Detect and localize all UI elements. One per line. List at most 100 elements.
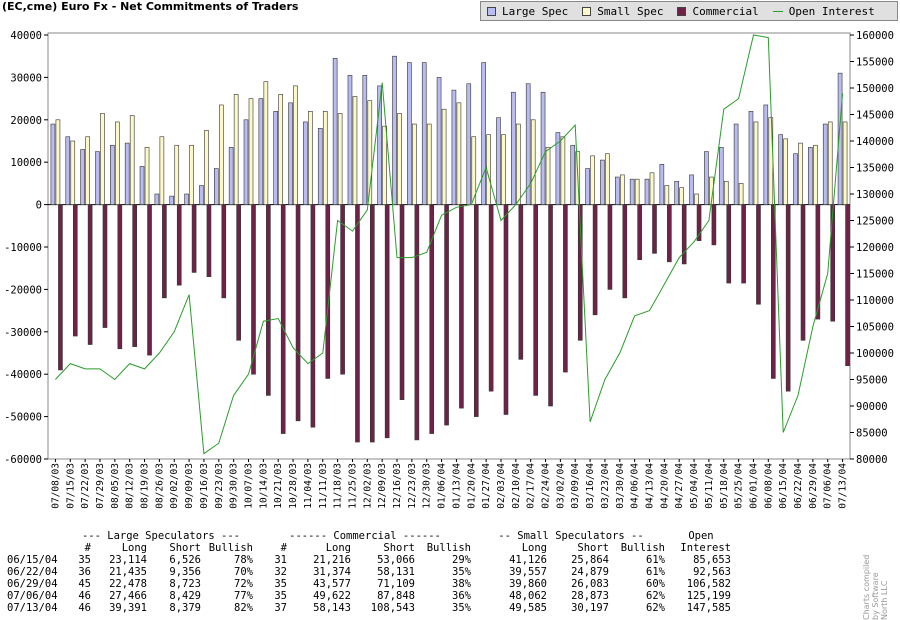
bar-commercial [206,204,212,277]
x-tick-label: 09/16/03 [199,463,210,509]
bar-commercial [310,204,316,428]
y-axis-left: 40000 30000 20000 10000 0 -10000 -20000 -30000 -… [4,30,48,466]
bar-large-spec [540,91,546,205]
summary-cell-ss: 30,197 [571,602,609,614]
legend-oi-label: Open Interest [788,4,875,18]
bar-large-spec [644,178,650,205]
x-tick-label: 07/15/03 [65,463,76,509]
bar-large-spec [629,178,635,205]
summary-cell-cl: 21,216 [313,554,351,566]
bar-large-spec [80,149,85,205]
bar-commercial [429,204,435,434]
bar-small-spec [367,100,373,205]
x-tick-label: 05/25/04 [734,463,745,509]
col-small-bull: Bullish [620,542,665,554]
bar-large-spec [511,91,516,205]
summary-cell-cb: 35% [452,566,471,578]
y2-tick-label: 125000 [856,216,894,228]
bar-small-spec [352,96,358,205]
x-tick-label: 08/05/03 [110,463,121,509]
bar-large-spec [228,147,234,205]
bar-large-spec [466,83,472,205]
x-tick-label: 03/09/04 [570,463,581,509]
bar-large-spec [496,117,501,205]
y2-tick-label: 130000 [856,189,894,201]
summary-cell-ln: 45 [78,578,91,590]
x-tick-label: 03/23/04 [600,463,611,509]
x-tick-label: 10/07/03 [244,463,255,509]
bar-small-spec [293,85,298,205]
bar-large-spec [258,98,264,205]
summary-cell-ln: 46 [78,602,91,614]
bar-large-spec [793,153,798,205]
y2-tick-label: 155000 [856,57,894,69]
bar-large-spec [65,136,71,205]
legend-swatch-small-icon [582,6,592,16]
bar-large-spec [436,77,442,205]
summary-row: 07/06/04 46 27,466 8,429 77% 35 49,622 87,848 36… [4,590,734,602]
summary-cell-ls: 8,723 [169,578,201,590]
bar-commercial [592,204,598,316]
bar-small-spec [412,123,417,205]
summary-cell-cs: 58,131 [377,566,415,578]
summary-cell-cl: 31,374 [313,566,351,578]
y2-tick-label: 85000 [856,428,888,440]
summary-cell-ls: 6,526 [169,554,201,566]
bar-small-spec [649,172,655,205]
bar-large-spec [674,180,680,205]
legend-large-spec: Large Spec [487,5,568,18]
x-tick-label: 04/20/04 [659,463,670,509]
x-tick-label: 05/11/04 [704,463,715,509]
bar-small-spec [560,136,566,205]
bar-small-spec [619,174,625,205]
y2-tick-label: 100000 [856,348,894,360]
summary-header-groups: --- Large Speculators --- ------ Commerc… [4,530,734,542]
summary-cell-ss: 25,864 [571,554,609,566]
summary-cell-ll: 21,435 [109,566,147,578]
bar-small-spec [233,94,239,205]
summary-cell-sb: 62% [646,590,665,602]
bar-small-spec [70,140,76,205]
bar-large-spec [748,111,754,205]
x-tick-label: 12/30/03 [422,463,433,509]
bar-small-spec [397,113,402,205]
x-tick-label: 10/21/03 [273,463,284,509]
summary-cell-ll: 39,391 [109,602,147,614]
bar-large-spec [718,147,724,205]
bar-large-spec [407,62,412,205]
y2-tick-label: 115000 [856,269,894,281]
bar-commercial [607,204,613,290]
bars [50,55,850,443]
bar-large-spec [110,144,115,205]
bar-small-spec [129,115,135,205]
bar-commercial [280,204,286,434]
bar-large-spec [50,123,56,205]
col-comm-long: Long [325,542,351,554]
x-tick-label: 06/22/04 [793,463,804,509]
bar-large-spec [273,111,279,205]
bar-commercial [652,204,657,254]
x-tick-label: 01/27/04 [481,463,492,509]
x-tick-label: 04/13/04 [645,463,656,509]
summary-cell-cl: 58,143 [313,602,351,614]
bar-commercial [459,204,464,409]
open-interest-line [55,34,844,455]
col-large-n: # [84,542,91,554]
bar-large-spec [837,72,843,205]
bar-commercial [102,204,108,328]
summary-row: 07/13/04 46 39,391 8,379 82% 37 58,143 108,543 3… [4,602,734,614]
summary-cell-cb: 38% [452,578,471,590]
y2-tick-label: 95000 [856,375,888,387]
legend-commercial-label: Commercial [692,4,759,18]
summary-cell-ls: 8,379 [169,602,201,614]
bar-large-spec [213,168,219,205]
y-tick-label: 40000 [10,30,42,42]
summary-cell-date: 06/15/04 [7,554,58,566]
x-tick-label: 11/11/03 [318,463,329,509]
bar-large-spec [570,144,576,205]
bar-small-spec [337,113,343,205]
summary-cell-cb: 29% [452,554,471,566]
y-tick-label: -30000 [4,327,42,339]
bar-commercial [533,204,538,396]
x-tick-label: 09/30/03 [229,463,240,509]
